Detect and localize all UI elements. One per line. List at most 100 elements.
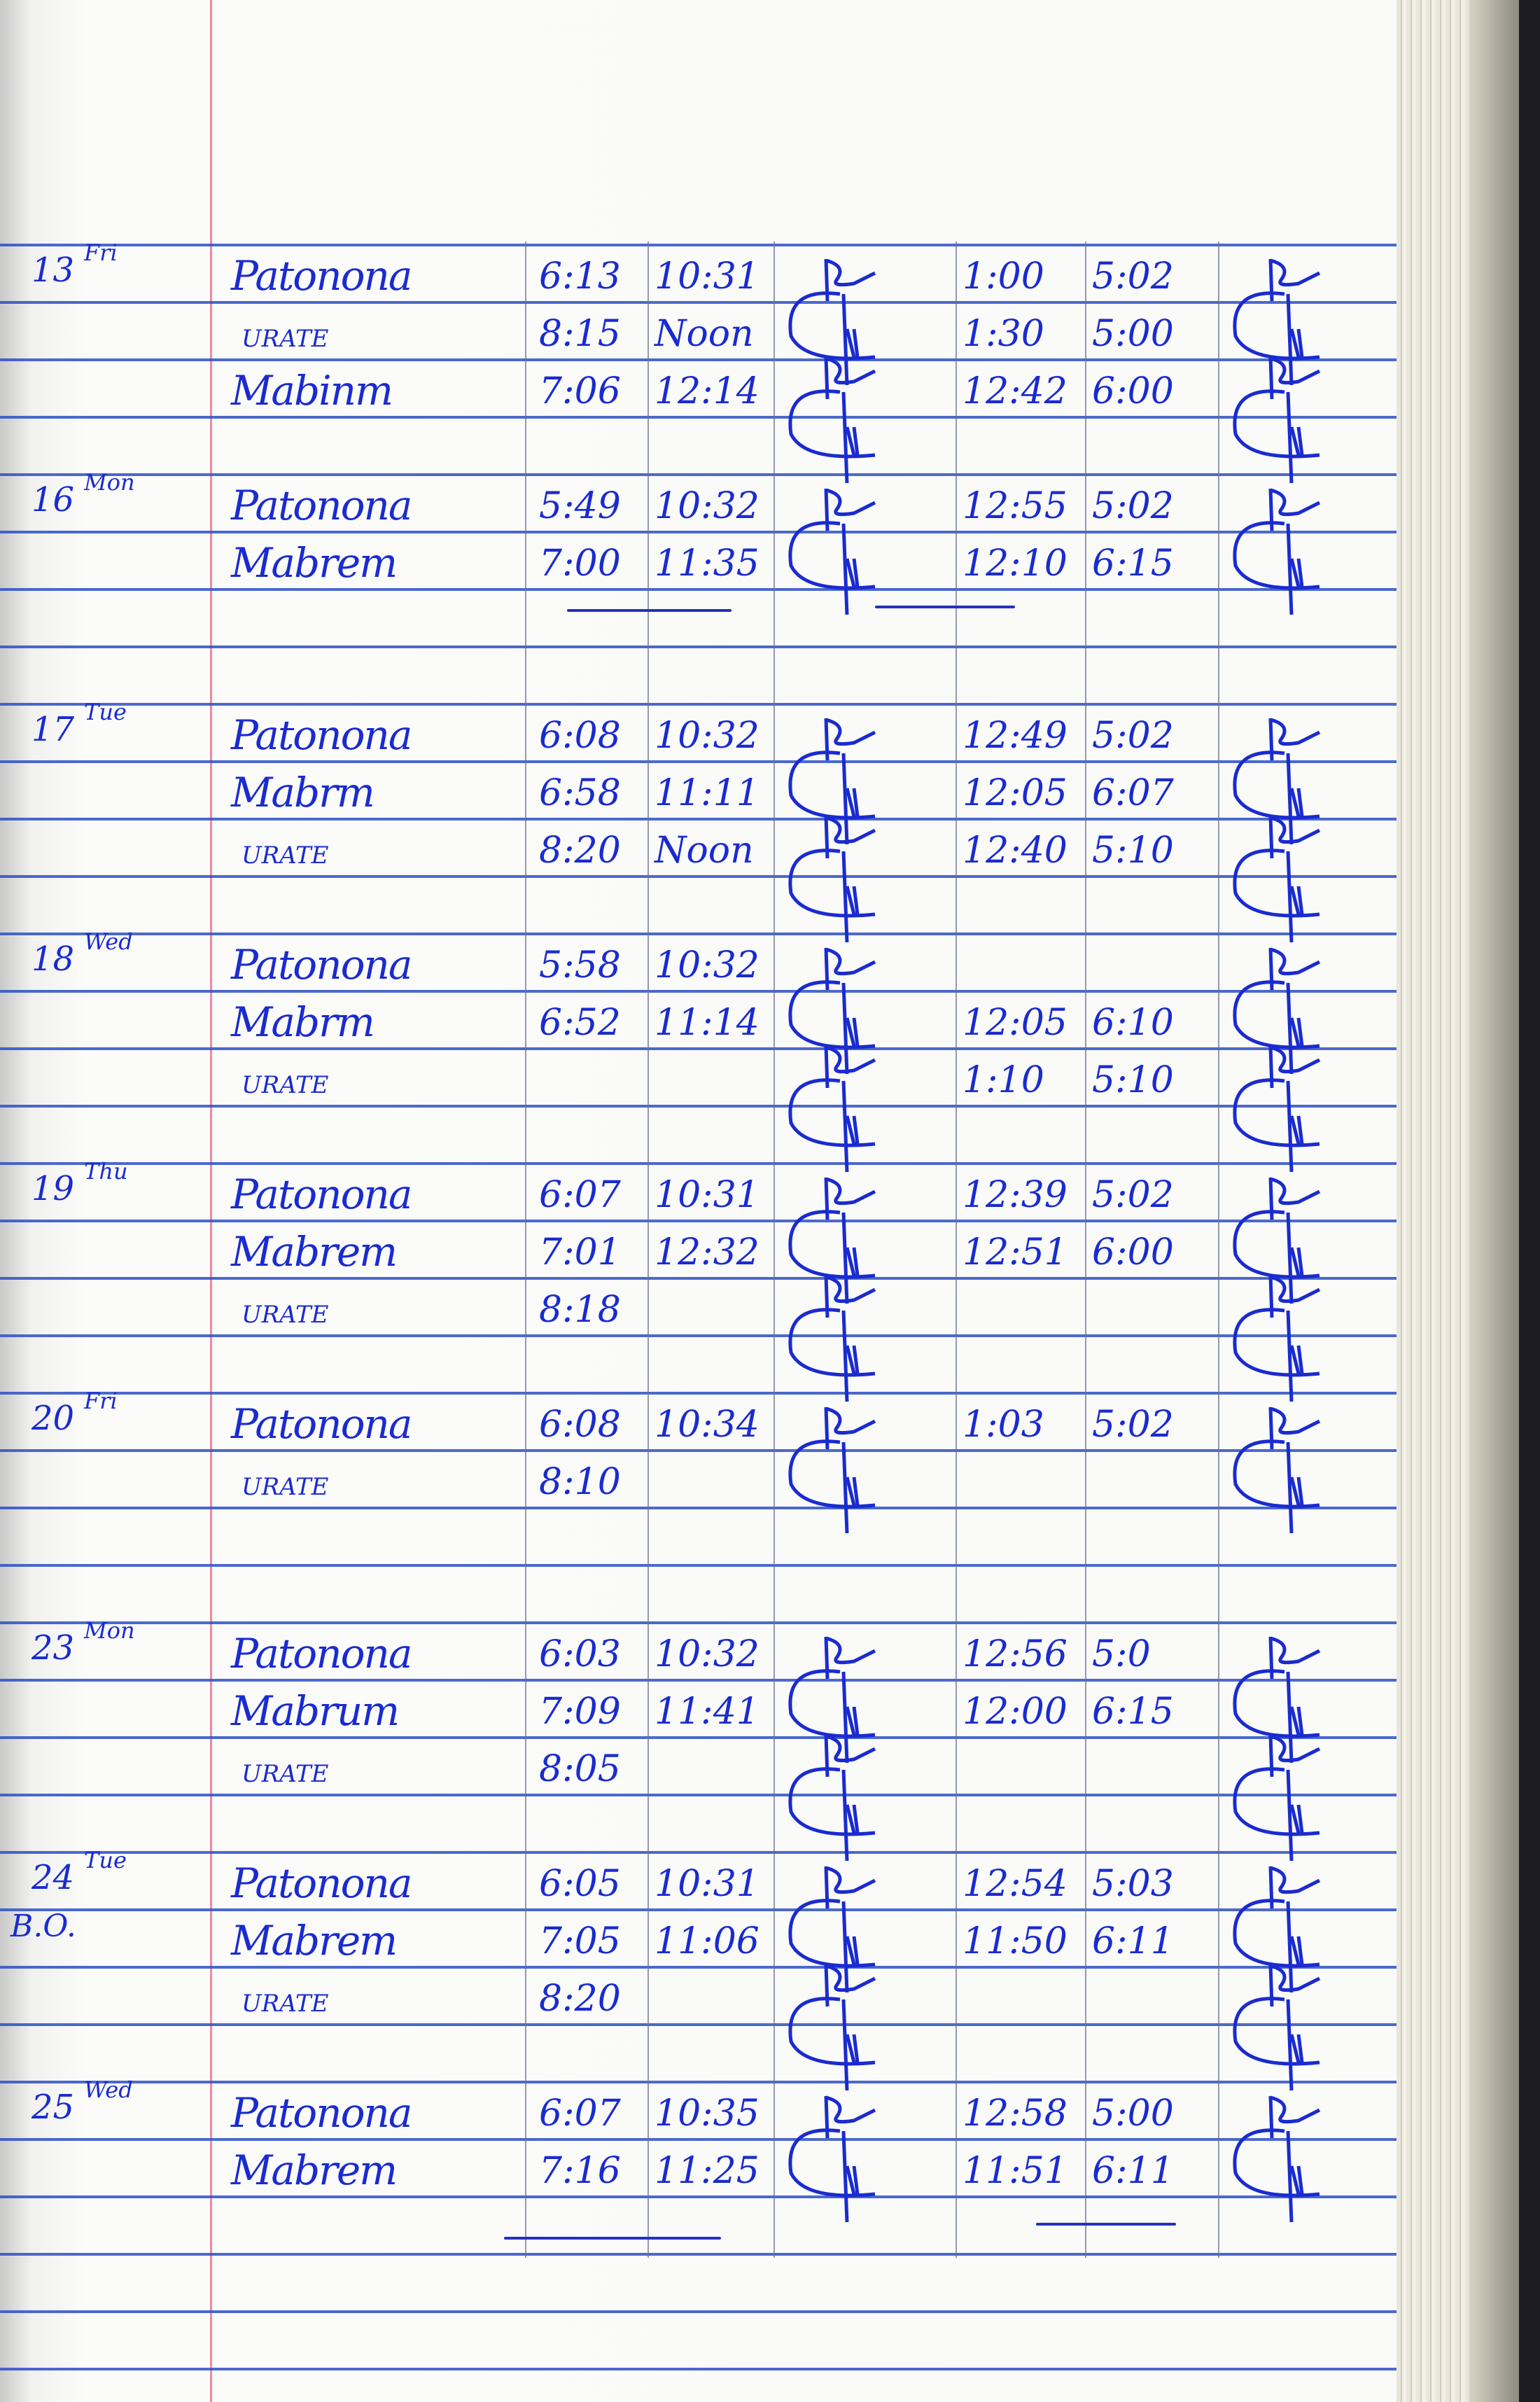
employee-name: Mabrem [231,2146,398,2194]
time-out-morning: 10:31 [654,1863,760,1905]
time-out-afternoon: 5:10 [1092,1059,1174,1101]
entry-date: 19 [31,1169,75,1208]
employee-name: Patonona [231,711,412,759]
ruled-line [0,244,1396,246]
employee-name: Patonona [231,941,412,989]
ruled-line [0,1277,1396,1280]
signature-initials [1233,718,1321,845]
signature-initials [788,1734,876,1862]
employee-name: Patonona [231,1630,412,1677]
employee-name: Patonona [231,2089,412,2137]
time-out-morning: 12:32 [654,1231,760,1273]
page-edges-shadow [1470,0,1519,2402]
time-out-afternoon: 6:00 [1092,1231,1174,1273]
entry-day: Tue [84,1847,127,1873]
ruled-line [0,1047,1396,1050]
entry-date: 23 [31,1628,75,1668]
employee-name: Patonona [231,1859,412,1907]
time-in-afternoon: 12:40 [962,830,1068,872]
ruled-line [0,1392,1396,1395]
ruled-line [0,645,1396,648]
time-out-morning: 10:32 [654,944,760,986]
ruled-line [0,818,1396,821]
ruled-line [0,2310,1396,2313]
time-out-morning: 11:11 [654,772,760,814]
time-in-morning: 6:07 [539,2093,621,2135]
signature-initials [788,2095,876,2223]
time-out-afternoon: 5:03 [1092,1863,1174,1905]
signature-initials [788,488,876,615]
time-out-afternoon: 5:02 [1092,1404,1174,1446]
signature-initials [788,816,876,943]
ruled-line [0,301,1396,304]
time-out-morning: 10:32 [654,1633,760,1675]
entry-note: B.O. [10,1908,76,1944]
entry-day: Tue [84,699,127,725]
employee-name: Patonona [231,1400,412,1448]
signature-initials [1233,258,1321,386]
entry-date: 18 [31,940,75,979]
time-out-afternoon: 6:11 [1092,1920,1174,1962]
signature-initials [788,356,876,484]
notebook-page [0,0,1396,2402]
time-in-afternoon: 12:05 [962,1002,1068,1044]
signature-initials [788,947,876,1075]
entry-date: 25 [31,2088,75,2127]
time-out-morning: 10:31 [654,1174,760,1216]
ruled-line [0,990,1396,993]
time-out-morning: 10:32 [654,485,760,527]
entry-day: Mon [84,469,135,496]
time-in-afternoon: 11:51 [962,2150,1068,2192]
employee-name: URATE [241,1301,329,1329]
time-in-afternoon: 12:51 [962,1231,1068,1273]
time-in-morning: 5:58 [539,944,621,986]
ruled-line [0,1621,1396,1624]
column-divider [1085,242,1086,2258]
time-in-morning: 8:15 [539,313,621,355]
time-in-afternoon: 1:00 [962,256,1044,298]
signature-initials [788,1177,876,1304]
ruled-line [0,1679,1396,1682]
ruled-line [0,760,1396,763]
signature-initials [1233,1964,1321,2091]
signature-initials [1233,1734,1321,1862]
employee-name: Mabrem [231,539,398,587]
time-out-morning: 10:31 [654,256,760,298]
time-out-morning: 11:06 [654,1920,760,1962]
ruled-line [0,588,1396,591]
employee-name: Mabrm [231,998,375,1046]
time-out-afternoon: 5:00 [1092,2093,1174,2135]
time-out-morning: 12:14 [654,370,760,412]
time-in-morning: 7:06 [539,370,621,412]
ruled-line [0,1105,1396,1108]
signature-initials [1233,488,1321,615]
signature-initials [788,718,876,845]
entry-day: Fri [84,239,118,266]
signature-initials [788,1636,876,1764]
time-in-afternoon: 11:50 [962,1920,1068,1962]
time-in-afternoon: 12:39 [962,1174,1068,1216]
ruled-line [0,1564,1396,1567]
signature-initials [788,258,876,386]
time-in-afternoon: 1:03 [962,1404,1044,1446]
ruled-line [0,1507,1396,1509]
time-in-afternoon: 1:10 [962,1059,1044,1101]
employee-name: Mabrem [231,1917,398,1964]
time-out-afternoon: 6:10 [1092,1002,1174,1044]
pen-stroke [567,609,732,612]
time-in-afternoon: 12:10 [962,543,1068,585]
entry-date: 17 [31,710,75,749]
ruled-line [0,473,1396,476]
column-divider [525,242,526,2258]
employee-name: Patonona [231,252,412,300]
employee-name: Mabinm [231,367,393,414]
employee-name: Mabrm [231,769,375,816]
time-in-morning: 6:13 [539,256,621,298]
time-out-afternoon: 6:07 [1092,772,1174,814]
employee-name: URATE [241,842,329,870]
ruled-line [0,1908,1396,1911]
time-out-afternoon: 6:00 [1092,370,1174,412]
ruled-line [0,1220,1396,1222]
column-divider [774,242,775,2258]
time-out-afternoon: 5:00 [1092,313,1174,355]
